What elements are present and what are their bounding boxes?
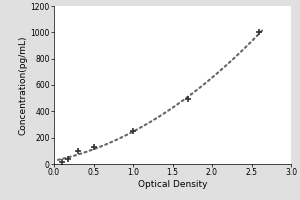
- X-axis label: Optical Density: Optical Density: [138, 180, 207, 189]
- Y-axis label: Concentration(pg/mL): Concentration(pg/mL): [19, 35, 28, 135]
